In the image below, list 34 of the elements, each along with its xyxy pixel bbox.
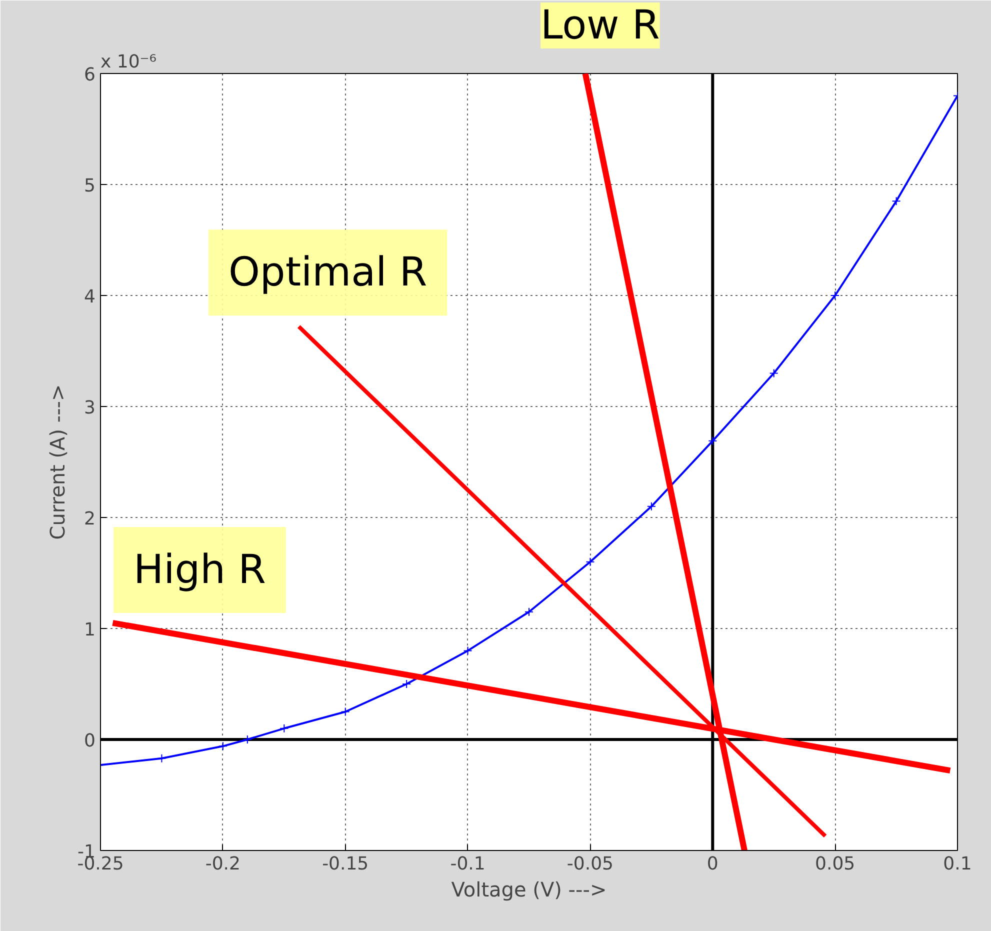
y-axis-title: Current (A) ---> [46, 384, 70, 540]
point [586, 557, 595, 566]
y-tick-label: 4 [84, 286, 96, 308]
point [402, 680, 412, 688]
point [463, 646, 472, 656]
y-tick-label: 6 [84, 64, 96, 86]
x-tick-label: -0.05 [566, 854, 614, 874]
series-label: High R [134, 546, 266, 593]
point [708, 436, 718, 446]
point [769, 368, 778, 378]
y-tick-label: 3 [84, 398, 96, 418]
point [242, 735, 252, 744]
x-axis-title: Voltage (V) ---> [451, 878, 607, 902]
y-tick-label: 5 [84, 176, 96, 196]
x-tick-label: 0.05 [815, 854, 856, 874]
text: x 10⁻⁶ [100, 52, 156, 72]
y-tick-label: 0 [84, 730, 96, 752]
series-label: Optimal R [228, 250, 428, 296]
x-tick-label: -0.2 [205, 854, 240, 874]
point [830, 291, 840, 300]
x-tick-label: 0.1 [943, 854, 972, 874]
point [340, 707, 350, 716]
point [280, 724, 289, 733]
y-tick-label: 1 [84, 620, 96, 640]
x-tick-label: 0 [706, 854, 718, 874]
x-tick-label: -0.15 [322, 854, 369, 874]
series-label: Low R [540, 2, 660, 48]
point [218, 742, 228, 751]
point [157, 754, 166, 763]
point [646, 502, 656, 511]
point [524, 607, 534, 616]
y-tick-label: 2 [84, 508, 96, 530]
point [892, 196, 901, 206]
x-tick-label: -0.1 [450, 854, 486, 874]
